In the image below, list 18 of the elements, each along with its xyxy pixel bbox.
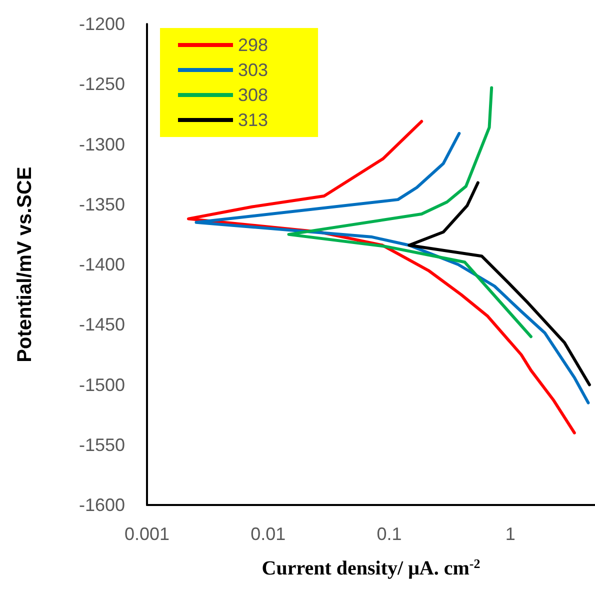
legend-label: 308 (238, 85, 268, 105)
y-axis-title: Potential/mV vs.SCE (14, 166, 36, 362)
y-tick-label: -1600 (78, 495, 125, 515)
x-tick-label: 0.1 (376, 524, 402, 544)
y-tick-label: -1200 (78, 14, 125, 34)
y-tick-label: -1450 (78, 314, 125, 335)
legend-label: 298 (238, 35, 268, 55)
y-tick-label: -1400 (78, 254, 125, 274)
y-tick-label: -1250 (78, 74, 125, 94)
legend-label: 313 (238, 110, 268, 130)
y-tick-label: -1300 (78, 134, 125, 154)
x-tick-label: 1 (505, 524, 516, 544)
legend-label: 303 (238, 60, 268, 80)
x-tick-label: 0.001 (124, 524, 170, 544)
y-tick-label: -1350 (78, 194, 125, 214)
x-tick-label: 0.01 (250, 524, 286, 544)
y-tick-label: -1550 (78, 434, 125, 455)
y-tick-label: -1500 (78, 374, 125, 395)
